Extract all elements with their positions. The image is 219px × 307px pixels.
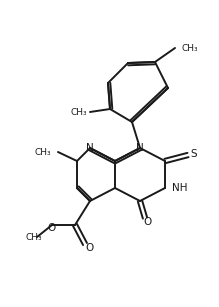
Text: CH₃: CH₃ — [70, 107, 87, 116]
Text: N: N — [86, 143, 94, 153]
Text: O: O — [143, 217, 151, 227]
Text: S: S — [191, 149, 197, 159]
Text: CH₃: CH₃ — [35, 147, 51, 157]
Text: O: O — [47, 223, 55, 233]
Text: CH₃: CH₃ — [26, 232, 42, 242]
Text: N: N — [136, 143, 144, 153]
Text: CH₃: CH₃ — [182, 44, 199, 52]
Text: NH: NH — [172, 183, 187, 193]
Text: O: O — [85, 243, 93, 253]
